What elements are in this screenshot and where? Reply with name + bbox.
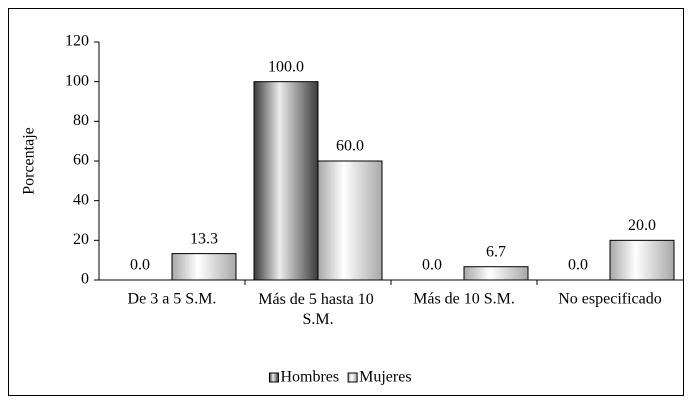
y-axis-label: Porcentaje bbox=[21, 127, 38, 195]
x-tick-label: Más de 10 S.M. bbox=[413, 291, 515, 308]
y-tick-label: 100 bbox=[65, 72, 89, 89]
bar bbox=[253, 81, 319, 281]
value-label: 0.0 bbox=[422, 257, 442, 274]
value-label: 100.0 bbox=[268, 58, 304, 75]
bar bbox=[171, 253, 237, 281]
y-tick-label: 80 bbox=[73, 112, 89, 129]
bar bbox=[317, 160, 383, 281]
y-tick-label: 20 bbox=[73, 231, 89, 248]
value-label: 20.0 bbox=[628, 217, 656, 234]
y-tick-label: 40 bbox=[73, 191, 89, 208]
value-label: 13.3 bbox=[190, 230, 218, 247]
legend-label: Hombres bbox=[280, 369, 339, 386]
x-tick-label: No especificado bbox=[558, 291, 662, 308]
bar bbox=[463, 266, 529, 281]
value-label: 60.0 bbox=[336, 138, 364, 155]
legend-swatch bbox=[347, 372, 358, 383]
x-tick-label: De 3 a 5 S.M. bbox=[128, 291, 217, 308]
x-tick-label: Más de 5 hasta 10 S.M. bbox=[258, 291, 378, 328]
y-tick-label: 60 bbox=[73, 152, 89, 169]
value-label: 6.7 bbox=[486, 243, 506, 260]
value-label: 0.0 bbox=[130, 257, 150, 274]
value-label: 0.0 bbox=[568, 257, 588, 274]
bar bbox=[609, 239, 675, 281]
legend-label: Mujeres bbox=[359, 369, 411, 386]
y-tick-label: 120 bbox=[65, 33, 89, 50]
legend-swatch bbox=[268, 372, 279, 383]
y-tick-label: 0 bbox=[81, 271, 89, 288]
